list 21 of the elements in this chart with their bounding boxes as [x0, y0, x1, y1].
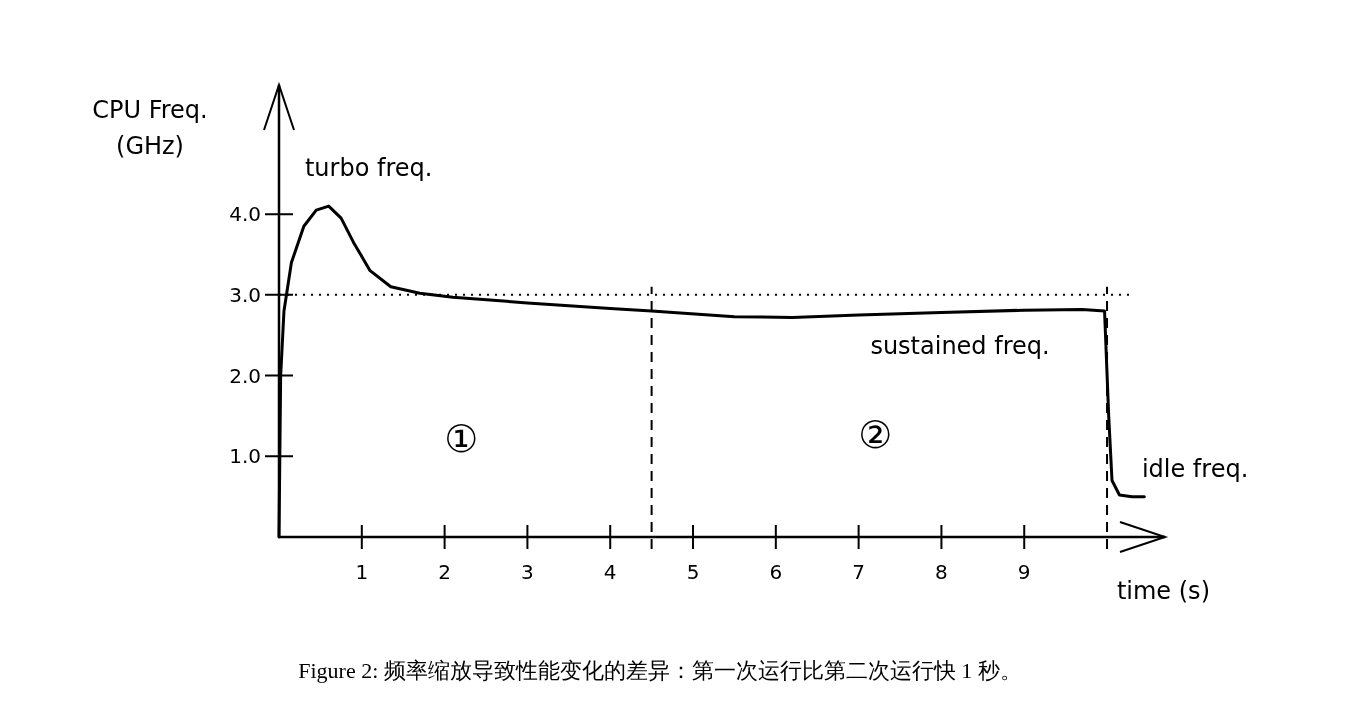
annotation: turbo freq.	[304, 154, 433, 183]
y-axis-title: CPU Freq. (GHz)	[92, 96, 208, 160]
annotation: sustained freq.	[870, 332, 1050, 361]
y-tick-label: 2.0	[229, 363, 261, 388]
x-tick-label: 7	[852, 560, 865, 584]
x-tick-label: 1	[355, 560, 369, 584]
y-tick-label: 4.0	[229, 202, 261, 227]
x-axis-title: time (s)	[1116, 577, 1210, 605]
x-tick-label: 2	[438, 560, 451, 584]
x-tick-label: 3	[521, 560, 534, 584]
x-tick-label: 5	[686, 560, 700, 584]
x-tick-label: 9	[1017, 560, 1031, 584]
x-tick-label: 8	[935, 560, 948, 584]
annotation: ①	[444, 417, 479, 462]
x-tick-label: 6	[769, 560, 783, 584]
annotation: ②	[858, 413, 893, 458]
x-tick-label: 4	[603, 560, 617, 584]
y-tick-label: 1.0	[229, 444, 261, 469]
annotation: idle freq.	[1141, 454, 1249, 483]
caption: Figure 2: 频率缩放导致性能变化的差异：第一次运行比第二次运行快 1 秒。	[298, 658, 1022, 683]
y-tick-label: 3.0	[229, 282, 261, 307]
